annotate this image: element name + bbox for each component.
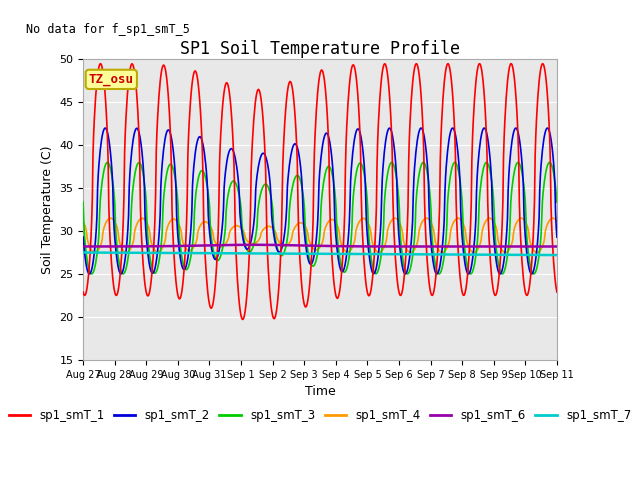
Legend: sp1_smT_1, sp1_smT_2, sp1_smT_3, sp1_smT_4, sp1_smT_6, sp1_smT_7: sp1_smT_1, sp1_smT_2, sp1_smT_3, sp1_smT…: [4, 405, 636, 427]
Title: SP1 Soil Temperature Profile: SP1 Soil Temperature Profile: [180, 40, 460, 58]
Text: TZ_osu: TZ_osu: [89, 73, 134, 86]
Y-axis label: Soil Temperature (C): Soil Temperature (C): [41, 145, 54, 274]
X-axis label: Time: Time: [305, 385, 335, 398]
Text: No data for f_sp1_smT_5: No data for f_sp1_smT_5: [26, 24, 190, 36]
